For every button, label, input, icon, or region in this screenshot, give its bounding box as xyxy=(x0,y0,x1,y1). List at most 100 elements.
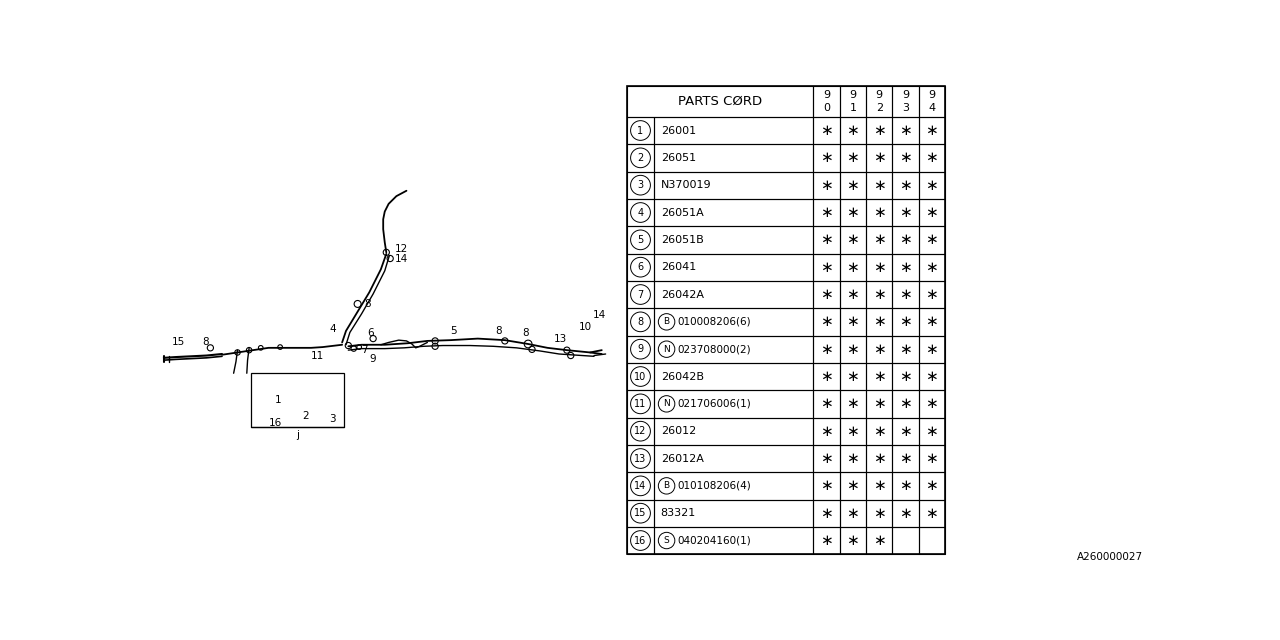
Bar xyxy=(626,117,654,144)
Text: 9: 9 xyxy=(928,90,936,100)
Text: ∗: ∗ xyxy=(846,396,859,412)
Text: ∗: ∗ xyxy=(873,150,886,165)
Text: ∗: ∗ xyxy=(846,205,859,220)
Text: 3: 3 xyxy=(637,180,644,190)
Text: ∗: ∗ xyxy=(820,424,833,438)
Text: ∗: ∗ xyxy=(820,123,833,138)
Bar xyxy=(919,172,945,199)
Text: ∗: ∗ xyxy=(820,396,833,412)
Text: j: j xyxy=(297,430,300,440)
Text: S: S xyxy=(664,536,669,545)
Bar xyxy=(892,172,919,199)
Bar xyxy=(840,335,867,363)
Bar xyxy=(840,472,867,500)
Bar xyxy=(919,500,945,527)
Text: 1: 1 xyxy=(275,395,282,405)
Text: ∗: ∗ xyxy=(820,533,833,548)
Bar xyxy=(840,172,867,199)
Text: ∗: ∗ xyxy=(925,369,938,384)
Text: 4: 4 xyxy=(637,207,644,218)
Bar xyxy=(813,417,840,445)
Text: ∗: ∗ xyxy=(820,205,833,220)
Bar xyxy=(892,363,919,390)
Text: 8: 8 xyxy=(495,326,502,336)
Bar xyxy=(626,199,654,226)
Text: ∗: ∗ xyxy=(846,123,859,138)
Text: 26001: 26001 xyxy=(660,125,696,136)
Bar xyxy=(813,226,840,253)
Text: ∗: ∗ xyxy=(820,287,833,302)
Text: 023708000(2): 023708000(2) xyxy=(677,344,751,354)
Text: ∗: ∗ xyxy=(846,150,859,165)
Bar xyxy=(919,445,945,472)
Bar xyxy=(654,335,813,363)
Bar xyxy=(919,199,945,226)
Bar xyxy=(626,226,654,253)
Text: ∗: ∗ xyxy=(925,287,938,302)
Text: 9: 9 xyxy=(823,90,829,100)
Text: ∗: ∗ xyxy=(925,424,938,438)
Text: ∗: ∗ xyxy=(846,506,859,521)
Text: 021706006(1): 021706006(1) xyxy=(677,399,751,409)
Bar xyxy=(813,472,840,500)
Text: ∗: ∗ xyxy=(899,232,911,247)
Bar xyxy=(919,335,945,363)
Text: ∗: ∗ xyxy=(846,478,859,493)
Bar xyxy=(654,172,813,199)
Text: ∗: ∗ xyxy=(899,260,911,275)
Text: 83321: 83321 xyxy=(660,508,696,518)
Bar xyxy=(919,86,945,117)
Text: 5: 5 xyxy=(637,235,644,245)
Text: 26051A: 26051A xyxy=(660,207,704,218)
Bar xyxy=(892,281,919,308)
Bar xyxy=(626,172,654,199)
Text: ∗: ∗ xyxy=(873,533,886,548)
Bar xyxy=(919,281,945,308)
Text: ∗: ∗ xyxy=(925,150,938,165)
Text: N: N xyxy=(663,345,669,354)
Bar xyxy=(813,199,840,226)
Text: 040204160(1): 040204160(1) xyxy=(677,536,751,545)
Bar xyxy=(867,253,892,281)
Text: ∗: ∗ xyxy=(873,396,886,412)
Text: ∗: ∗ xyxy=(820,478,833,493)
Text: ∗: ∗ xyxy=(925,396,938,412)
Bar xyxy=(813,335,840,363)
Bar xyxy=(867,308,892,335)
Text: 11: 11 xyxy=(635,399,646,409)
Text: 8: 8 xyxy=(637,317,644,327)
Bar xyxy=(867,226,892,253)
Bar xyxy=(840,86,867,117)
Bar xyxy=(626,472,654,500)
Bar xyxy=(892,308,919,335)
Text: ∗: ∗ xyxy=(846,287,859,302)
Text: 12: 12 xyxy=(394,244,408,254)
Bar xyxy=(840,253,867,281)
Bar xyxy=(654,308,813,335)
Text: ∗: ∗ xyxy=(820,506,833,521)
Text: ∗: ∗ xyxy=(899,451,911,466)
Text: 14: 14 xyxy=(593,310,605,321)
Text: ∗: ∗ xyxy=(925,342,938,356)
Bar xyxy=(919,390,945,417)
Bar xyxy=(626,445,654,472)
Bar xyxy=(919,417,945,445)
Text: 26041: 26041 xyxy=(660,262,696,272)
Bar xyxy=(840,117,867,144)
Bar xyxy=(626,86,813,117)
Text: 16: 16 xyxy=(269,419,282,428)
Text: 26051: 26051 xyxy=(660,153,696,163)
Bar xyxy=(892,226,919,253)
Text: 14: 14 xyxy=(635,481,646,491)
Bar xyxy=(867,363,892,390)
Text: ∗: ∗ xyxy=(873,260,886,275)
Text: 26042B: 26042B xyxy=(660,372,704,381)
Text: 10: 10 xyxy=(579,322,591,332)
Bar xyxy=(813,281,840,308)
Bar xyxy=(654,500,813,527)
Bar xyxy=(867,390,892,417)
Bar xyxy=(892,144,919,172)
Bar xyxy=(813,172,840,199)
Text: ∗: ∗ xyxy=(873,369,886,384)
Bar xyxy=(813,308,840,335)
